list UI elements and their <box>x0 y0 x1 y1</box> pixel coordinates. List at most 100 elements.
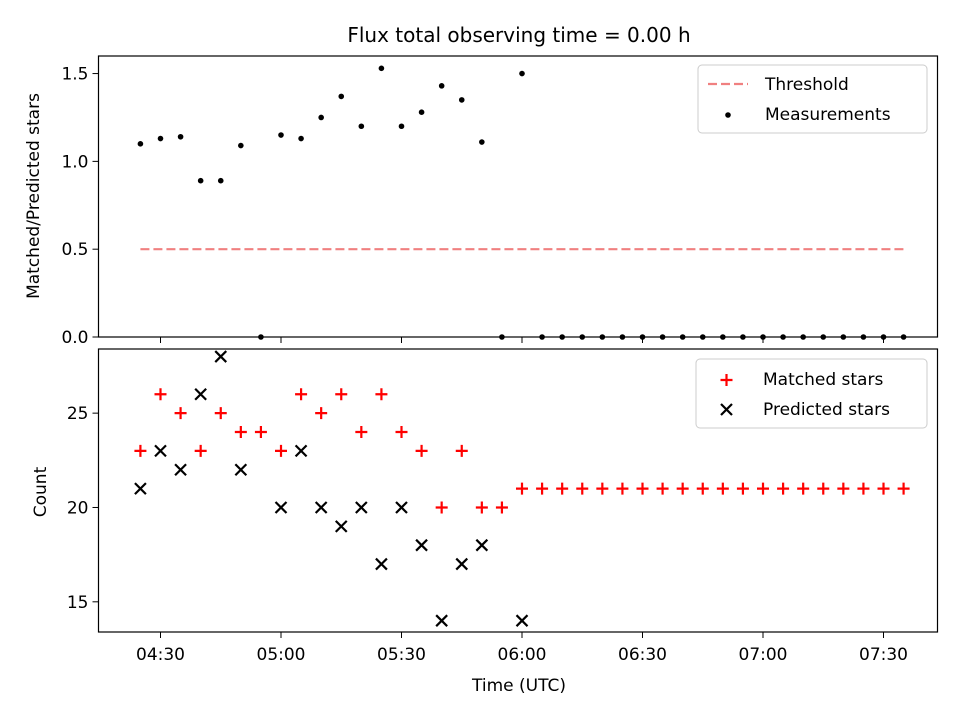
predicted-star-point <box>214 350 228 363</box>
predicted-star-point <box>134 482 147 495</box>
matched-star-point <box>857 482 870 495</box>
measurement-point <box>860 334 867 340</box>
measurement-point <box>458 97 465 103</box>
top-y-axis: 0.0 0.5 1.0 1.5 <box>61 65 99 348</box>
measurement-point <box>639 334 646 340</box>
matched-star-point <box>275 444 288 457</box>
measurement-point <box>800 334 806 340</box>
top-y-tick-label: 1.0 <box>61 152 88 172</box>
measurement-point <box>499 334 505 340</box>
legend-matched-label: Matched stars <box>763 370 883 390</box>
matched-star-point <box>174 407 187 420</box>
predicted-star-point <box>515 614 529 627</box>
bottom-y-tick-label: 25 <box>67 404 89 424</box>
measurement-point <box>579 334 586 340</box>
matched-star-point <box>315 407 328 420</box>
matched-star-point <box>234 426 247 439</box>
measurement-point <box>418 109 425 115</box>
matched-star-point <box>797 482 810 495</box>
matched-star-point <box>556 482 569 495</box>
matched-star-point <box>676 482 689 495</box>
matched-star-point <box>335 388 348 401</box>
top-plot-area <box>97 55 939 338</box>
measurement-point <box>720 334 726 340</box>
measurement-point <box>880 334 887 340</box>
matched-star-point <box>837 482 850 495</box>
measurement-point <box>679 334 686 340</box>
measurement-point <box>217 177 224 184</box>
predicted-star-point <box>274 501 288 514</box>
matched-star-point <box>636 482 649 495</box>
measurement-point <box>318 114 324 121</box>
matched-star-point <box>716 482 729 495</box>
bottom-x-axis: 04:30 05:00 05:30 06:00 06:30 07:00 07:30 <box>136 632 908 665</box>
x-tick-label: 06:00 <box>498 645 547 665</box>
bottom-y-tick-label: 20 <box>67 498 89 518</box>
matched-star-point <box>214 407 227 420</box>
matched-star-point <box>656 482 669 495</box>
measurement-point <box>338 93 345 100</box>
predicted-star-point <box>234 463 248 477</box>
matched-star-point <box>877 482 890 495</box>
measurement-point <box>298 135 304 142</box>
matched-star-point <box>194 444 207 457</box>
bottom-legend-box <box>695 358 928 429</box>
top-panel: 0.0 0.5 1.0 1.5 Matched/Predicted stars Thr… <box>24 55 939 348</box>
legend-measurements-swatch <box>725 112 731 118</box>
measurement-point <box>599 334 606 340</box>
matched-star-point <box>536 482 549 495</box>
matched-star-point <box>897 482 910 495</box>
matched-star-point <box>475 501 488 514</box>
matched-star-point <box>757 482 770 495</box>
matched-star-point <box>254 426 267 439</box>
predicted-star-point <box>294 444 308 458</box>
matched-star-point <box>455 444 468 457</box>
matched-star-point <box>435 501 448 514</box>
measurement-point <box>258 334 264 340</box>
measurement-point <box>820 334 827 340</box>
bottom-plot-area <box>97 348 939 633</box>
bottom-y-tick-label: 15 <box>67 593 89 613</box>
predicted-star-point <box>355 501 368 514</box>
legend-threshold-label: Threshold <box>764 75 849 95</box>
bottom-y-axis: 15 20 25 <box>67 404 99 613</box>
bottom-y-axis-label: Count <box>31 466 51 517</box>
top-y-tick-label: 0.0 <box>61 328 88 348</box>
top-y-axis-label: Matched/Predicted stars <box>24 93 44 299</box>
matched-star-point <box>596 482 609 495</box>
matched-star-point <box>576 482 589 495</box>
top-legend: Threshold Measurements <box>697 64 928 134</box>
measurement-point <box>177 133 184 140</box>
measurement-point <box>398 123 405 130</box>
predicted-star-point <box>334 520 348 533</box>
measurement-point <box>740 334 746 340</box>
measurement-point <box>699 334 706 340</box>
top-legend-box <box>697 64 928 134</box>
predicted-star-point <box>154 444 167 458</box>
predicted-star-point <box>435 614 448 627</box>
legend-predicted-swatch <box>720 403 733 416</box>
measurement-point <box>780 334 786 340</box>
measurement-point <box>438 83 445 89</box>
measurement-point <box>559 334 565 340</box>
measurement-point <box>619 334 626 340</box>
measurement-point <box>840 334 847 340</box>
measurement-point <box>197 177 204 184</box>
measurement-point <box>358 123 365 130</box>
measurement-point <box>137 141 144 147</box>
measurement-point <box>157 135 164 142</box>
matched-star-point <box>134 444 147 457</box>
matched-star-point <box>395 426 408 439</box>
measurement-point <box>479 139 485 145</box>
matched-star-point <box>616 482 629 495</box>
bottom-legend: Matched stars Predicted stars <box>695 358 928 429</box>
matched-star-point <box>495 501 508 514</box>
predicted-star-point <box>314 501 328 514</box>
matched-star-point <box>154 388 167 401</box>
x-tick-label: 05:00 <box>257 645 306 665</box>
x-tick-label: 06:30 <box>618 645 667 665</box>
top-y-tick-label: 1.5 <box>61 65 88 85</box>
legend-matched-swatch <box>720 374 733 386</box>
predicted-star-point <box>194 388 207 401</box>
